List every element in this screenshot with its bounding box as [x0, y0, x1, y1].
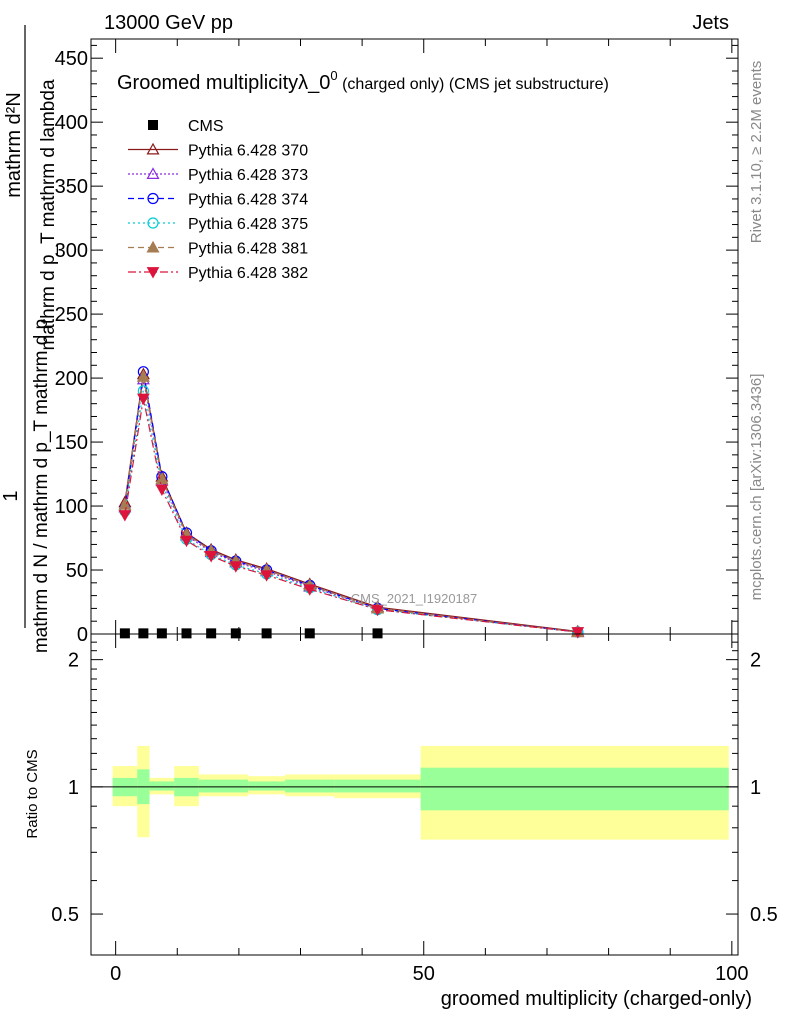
- analysis-watermark: CMS_2021_I1920187: [351, 591, 478, 606]
- ratio-ytick-label: 1: [68, 777, 79, 799]
- legend-label: Pythia 6.428 374: [188, 192, 308, 209]
- main-plot-panel: 0 50 100 150 200 250 300 350 400 450 CMS_2021_I19…: [55, 38, 739, 646]
- main-ytick-label: 150: [55, 432, 88, 454]
- legend-label: Pythia 6.428 370: [188, 143, 308, 160]
- xtick-label: 0: [110, 963, 121, 985]
- main-series-layer: [118, 366, 585, 639]
- ratio-ytick-label: 0.5: [51, 904, 79, 926]
- ratio-axis-ticks: 0.5 0.5 1 1 2 2 0 50 100: [51, 634, 778, 985]
- marker-triangle-down: [146, 267, 160, 279]
- series-line: [124, 390, 578, 633]
- legend-label: Pythia 6.428 373: [188, 167, 308, 184]
- legend-label: Pythia 6.428 382: [188, 265, 308, 282]
- legend-entry: Pythia 6.428 375: [128, 216, 308, 233]
- marker-square: [206, 628, 217, 639]
- ylabel-numerator: mathrm d²N: [3, 92, 25, 198]
- ratio-band-green: [420, 767, 729, 811]
- legend-entry: Pythia 6.428 373: [128, 167, 308, 184]
- series-line: [124, 371, 578, 633]
- ylabel-prefactor: 1: [0, 490, 22, 501]
- marker-square: [119, 628, 130, 639]
- ratio-band-green: [285, 779, 335, 793]
- marker-triangle-down: [229, 561, 243, 573]
- ratio-ylabel: Ratio to CMS: [24, 749, 41, 838]
- marker-triangle: [146, 142, 160, 155]
- legend: CMS Pythia 6.428 370 Pythia 6.428 373 Pythi…: [128, 118, 308, 282]
- marker-triangle-down: [371, 604, 384, 617]
- marker-triangle-down: [137, 393, 150, 406]
- plot-title-tail: (charged only) (CMS jet substructure): [338, 76, 609, 93]
- main-ytick-label: 300: [55, 240, 88, 262]
- plot-title: Groomed multiplicityλ_00 (charged only) …: [117, 68, 609, 94]
- header-left: 13000 GeV pp: [104, 12, 233, 34]
- rivet-version-label: Rivet 3.1.10, ≥ 2.2M events: [748, 61, 765, 244]
- ylabel-denominator: mathrm d p_T mathrm d lambda: [38, 79, 59, 350]
- marker-triangle-down: [303, 584, 317, 596]
- plot-title-main: Groomed multiplicityλ_0: [117, 72, 330, 94]
- legend-label: Pythia 6.428 381: [188, 241, 308, 258]
- plot-title-sup: 0: [330, 68, 337, 83]
- marker-triangle-down: [118, 510, 132, 522]
- ratio-ytick-label-right: 0.5: [750, 904, 778, 926]
- ratio-plot-panel: 0.5 0.5 1 1 2 2 0 50 100: [51, 633, 778, 985]
- marker-square: [261, 628, 272, 639]
- ratio-band-green: [198, 779, 249, 793]
- marker-triangle-down: [180, 535, 193, 548]
- ratio-bands-layer: [91, 745, 738, 840]
- main-ytick-label: 50: [66, 560, 88, 582]
- marker-circle: [147, 192, 159, 205]
- legend-entry: Pythia 6.428 370: [128, 143, 308, 160]
- marker-circle: [147, 217, 159, 229]
- legend-entry: Pythia 6.428 382: [128, 265, 308, 282]
- header-right: Jets: [692, 12, 729, 34]
- marker-square: [181, 628, 192, 639]
- legend-label: Pythia 6.428 375: [188, 216, 308, 233]
- main-ytick-label: 0: [77, 624, 88, 646]
- xtick-label: 100: [715, 963, 748, 985]
- series-line: [124, 398, 578, 633]
- legend-entry: Pythia 6.428 374: [128, 192, 308, 209]
- ratio-band-green: [149, 781, 175, 791]
- main-ytick-label: 200: [55, 368, 88, 390]
- ratio-ytick-label: 2: [68, 650, 79, 672]
- series-line: [124, 376, 578, 633]
- main-ylabel: 1 mathrm d²N mathrm d p_T mathrm d lambd…: [0, 25, 59, 653]
- marker-triangle-down: [571, 627, 585, 639]
- marker-square: [304, 628, 315, 639]
- legend-entry: Pythia 6.428 381: [128, 241, 308, 258]
- marker-triangle-down: [155, 484, 169, 496]
- main-plot-frame: [90, 38, 739, 635]
- mcplots-label: mcplots.cern.ch [arXiv:1306.3436]: [748, 374, 765, 601]
- marker-triangle-down: [204, 551, 218, 563]
- marker-square: [372, 628, 383, 639]
- marker-square: [230, 628, 241, 639]
- ylabel-bottom: mathrm d N / mathrm d p_T mathrm d p: [31, 319, 52, 653]
- xtick-label: 50: [413, 963, 435, 985]
- marker-square: [148, 120, 158, 130]
- marker-triangle: [118, 498, 132, 510]
- main-ytick-label: 450: [55, 48, 88, 70]
- series-group: [118, 393, 585, 639]
- legend-label: CMS: [188, 118, 224, 135]
- marker-triangle: [146, 240, 160, 253]
- ratio-band-green: [248, 781, 286, 791]
- ratio-ytick-label-right: 1: [750, 777, 761, 799]
- main-ytick-label: 250: [55, 304, 88, 326]
- marker-triangle: [136, 370, 150, 382]
- xlabel: groomed multiplicity (charged-only): [441, 988, 752, 1010]
- main-ytick-label: 350: [55, 176, 88, 198]
- marker-square: [138, 628, 149, 639]
- main-axis-ticks: 0 50 100 150 200 250 300 350 400 450: [55, 39, 738, 646]
- ratio-ytick-label-right: 2: [750, 650, 761, 672]
- main-ytick-label: 100: [55, 496, 88, 518]
- legend-entry: CMS: [148, 118, 224, 135]
- main-ytick-label: 400: [55, 112, 88, 134]
- marker-square: [156, 628, 167, 639]
- ratio-band-green: [334, 779, 421, 793]
- marker-triangle: [146, 167, 160, 179]
- series-group: [119, 628, 383, 639]
- marker-triangle-down: [260, 570, 273, 582]
- ratio-plot-border: [90, 633, 739, 956]
